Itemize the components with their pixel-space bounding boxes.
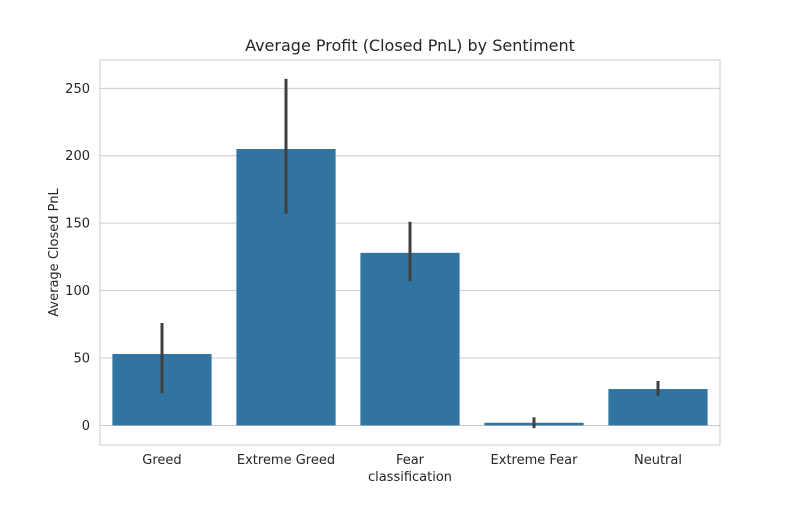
plot-frame [99, 59, 721, 446]
y-tick-label: 0 [82, 419, 90, 434]
y-tick-label: 50 [73, 352, 90, 367]
x-tick-label: Extreme Greed [237, 453, 335, 468]
y-tick-label: 150 [65, 217, 90, 232]
x-tick-label: Neutral [634, 453, 682, 468]
chart-title: Average Profit (Closed PnL) by Sentiment [245, 36, 575, 55]
x-tick-labels: Greed Extreme Greed Fear Extreme Fear Neutra… [142, 453, 682, 468]
y-tick-labels: 0 50 100 150 200 250 [65, 82, 90, 434]
x-tick-label: Greed [142, 453, 181, 468]
x-tick-label: Fear [396, 453, 425, 468]
x-tick-label: Extreme Fear [491, 453, 579, 468]
bars [112, 149, 708, 426]
y-tick-label: 100 [65, 284, 90, 299]
error-bars [160, 78, 660, 429]
x-axis-label: classification [368, 470, 452, 485]
y-tick-label: 200 [65, 149, 90, 164]
bar-fear [360, 252, 460, 426]
y-axis-label: Average Closed PnL [47, 188, 62, 317]
y-tick-label: 250 [65, 82, 90, 97]
